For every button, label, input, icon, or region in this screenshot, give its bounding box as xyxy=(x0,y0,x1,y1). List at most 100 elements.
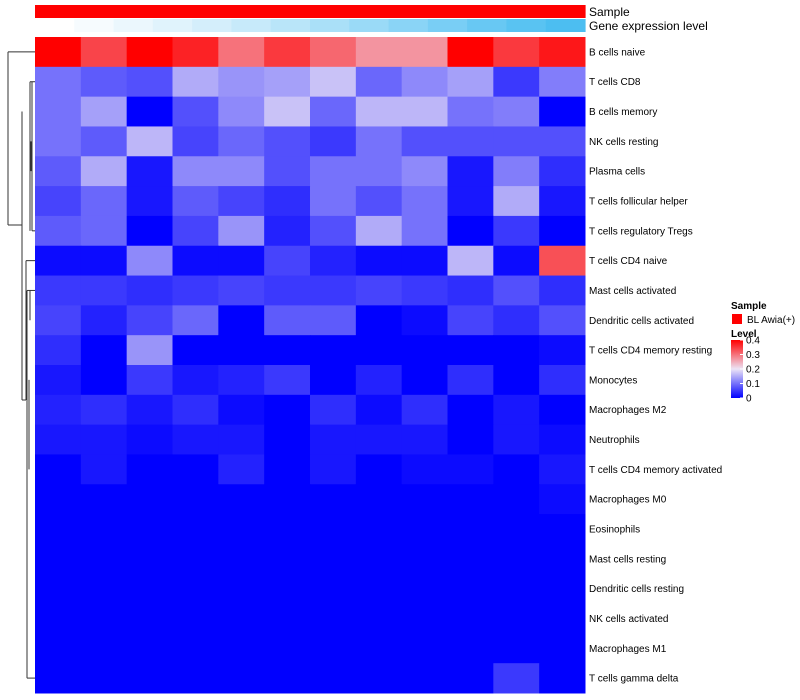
heatmap-cell xyxy=(310,186,357,217)
annotation-cell xyxy=(349,5,390,18)
heatmap-cell xyxy=(80,186,128,217)
row-labels: B cells naive T cells CD8 B cells memory NK… xyxy=(589,47,722,684)
heatmap-cell xyxy=(310,215,357,247)
annotation-cell xyxy=(152,5,193,18)
heatmap-cell xyxy=(126,633,173,664)
heatmap-cell xyxy=(355,215,403,247)
heatmap-cell xyxy=(218,633,265,664)
row-label: Macrophages M0 xyxy=(589,495,667,506)
heatmap-cell xyxy=(355,37,403,68)
heatmap-cell xyxy=(218,126,265,157)
heatmap-cell xyxy=(447,37,494,68)
heatmap-cell xyxy=(172,305,219,336)
annotation-cell xyxy=(349,19,390,32)
row-label: Mast cells resting xyxy=(589,554,666,565)
heatmap-cell xyxy=(172,335,219,366)
heatmap-cell xyxy=(447,663,494,694)
heatmap-cell xyxy=(310,66,357,98)
heatmap-cell xyxy=(493,365,540,396)
row-label: T cells gamma delta xyxy=(589,674,679,685)
heatmap-cell xyxy=(80,156,128,187)
annotation-cell xyxy=(388,5,429,18)
heatmap-cell xyxy=(493,573,540,605)
heatmap-cell xyxy=(126,663,173,694)
heatmap-cell xyxy=(539,156,586,187)
row-label: B cells memory xyxy=(589,107,657,118)
heatmap-cell xyxy=(80,394,128,426)
heatmap-cell xyxy=(80,454,128,485)
heatmap-cell xyxy=(218,663,265,694)
heatmap-cell xyxy=(355,663,403,694)
annotation-labels: Sample Gene expression level xyxy=(589,5,708,33)
heatmap-cell xyxy=(126,126,173,157)
heatmap-cell xyxy=(401,126,448,157)
heatmap-cell xyxy=(126,245,173,277)
heatmap-cell xyxy=(172,514,219,545)
heatmap-cell xyxy=(493,484,540,515)
heatmap-cell xyxy=(447,633,494,664)
heatmap-cell xyxy=(35,484,82,515)
heatmap-cell xyxy=(447,186,494,217)
heatmap-cell xyxy=(401,275,448,306)
heatmap-cell xyxy=(355,633,403,664)
heatmap-cell xyxy=(310,454,357,485)
heatmap-cell xyxy=(80,126,128,157)
heatmap-cell xyxy=(447,603,494,634)
heatmap-cell xyxy=(35,424,82,455)
heatmap-cell xyxy=(80,66,128,98)
heatmap-cell xyxy=(355,156,403,187)
heatmap-cell xyxy=(447,275,494,306)
heatmap-cell xyxy=(218,66,265,98)
heatmap-cell xyxy=(264,126,311,157)
heatmap-cell xyxy=(35,37,82,68)
heatmap-cell xyxy=(539,37,586,68)
heatmap-cell xyxy=(401,543,448,575)
heatmap-cell xyxy=(401,365,448,396)
heatmap-cell xyxy=(447,394,494,426)
legend-sample-title: Sample xyxy=(731,301,767,312)
heatmap-cell xyxy=(447,335,494,366)
heatmap-cell xyxy=(80,484,128,515)
heatmap-cell xyxy=(264,156,311,187)
heatmap-cell xyxy=(80,305,128,336)
heatmap-cell xyxy=(126,365,173,396)
heatmap-cell xyxy=(80,37,128,68)
heatmap-cell xyxy=(401,514,448,545)
heatmap-cell xyxy=(539,66,586,98)
heatmap-cell xyxy=(35,603,82,634)
heatmap-cell xyxy=(172,37,219,68)
heatmap-cell xyxy=(447,156,494,187)
legend-tick-label: 0.1 xyxy=(746,379,760,390)
annotation-cell xyxy=(388,19,429,32)
heatmap-cell xyxy=(493,126,540,157)
annotation-cell xyxy=(545,19,586,32)
heatmap-cell xyxy=(172,484,219,515)
heatmap-cell xyxy=(264,424,311,455)
heatmap-cell xyxy=(493,603,540,634)
heatmap-cell xyxy=(172,573,219,605)
heatmap-cell xyxy=(539,126,586,157)
heatmap-cell xyxy=(126,66,173,98)
heatmap-cell xyxy=(401,305,448,336)
heatmap-cell xyxy=(218,365,265,396)
heatmap-cell xyxy=(310,633,357,664)
heatmap-cell xyxy=(80,275,128,306)
heatmap-cell xyxy=(264,186,311,217)
heatmap-cell xyxy=(447,215,494,247)
heatmap-cell xyxy=(80,633,128,664)
annotation-cell xyxy=(467,19,508,32)
heatmap-cell xyxy=(80,603,128,634)
annotation-cell xyxy=(310,19,350,32)
heatmap-cell xyxy=(264,66,311,98)
heatmap-cell xyxy=(35,66,82,98)
heatmap-cell xyxy=(539,215,586,247)
heatmap-cell xyxy=(539,454,586,485)
row-label: Dendritic cells activated xyxy=(589,316,694,327)
heatmap-cell xyxy=(218,37,265,68)
heatmap-cell xyxy=(401,484,448,515)
heatmap-cell xyxy=(355,484,403,515)
heatmap-cell xyxy=(218,573,265,605)
annotation-label-sample: Sample xyxy=(589,5,630,19)
heatmap-cell xyxy=(126,335,173,366)
